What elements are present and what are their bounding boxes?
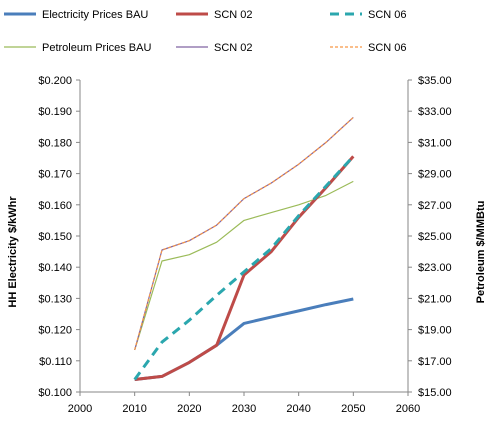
right-tick-label: $25.00 — [418, 231, 452, 243]
legend-label: SCN 02 — [214, 9, 253, 21]
left-tick-label: $0.200 — [38, 75, 72, 87]
right-tick-label: $27.00 — [418, 200, 452, 212]
left-tick-label: $0.180 — [38, 137, 72, 149]
legend-label: Petroleum Prices BAU — [42, 42, 151, 54]
legend-label: SCN 02 — [214, 42, 253, 54]
legend-item: Petroleum Prices BAU — [4, 42, 151, 54]
x-tick-label: 2060 — [396, 403, 420, 415]
legend-item: SCN 06 — [330, 9, 407, 21]
left-tick-label: $0.130 — [38, 293, 72, 305]
legend-item: SCN 02 — [176, 9, 253, 21]
right-tick-label: $31.00 — [418, 137, 452, 149]
legend-label: Electricity Prices BAU — [42, 9, 148, 21]
left-tick-label: $0.170 — [38, 169, 72, 181]
chart-axes: 2000 2010 2020 2030 2040 2050 2060 $0.100 $0.110… — [38, 75, 451, 415]
left-tick-label: $0.110 — [39, 356, 72, 368]
right-tick-label: $21.00 — [418, 293, 452, 305]
left-tick-label: $0.100 — [38, 387, 72, 399]
left-tick-label: $0.140 — [38, 262, 72, 274]
right-tick-label: $17.00 — [418, 356, 452, 368]
right-axis-title: Petroleum $/MMBtu — [475, 201, 487, 304]
series-line-4 — [134, 116, 354, 351]
plot-area — [133, 116, 355, 381]
right-tick-label: $19.00 — [418, 325, 452, 337]
legend-label: SCN 06 — [368, 9, 407, 21]
right-tick-label: $29.00 — [418, 169, 452, 181]
left-tick-label: $0.150 — [38, 231, 72, 243]
series-line-2 — [133, 155, 355, 381]
right-tick-label: $33.00 — [418, 106, 452, 118]
left-tick-label: $0.120 — [38, 325, 72, 337]
right-tick-label: $35.00 — [418, 75, 452, 87]
x-tick-label: 2000 — [68, 403, 92, 415]
left-tick-label: $0.160 — [38, 200, 72, 212]
x-tick-label: 2030 — [232, 403, 256, 415]
x-tick-label: 2010 — [122, 403, 146, 415]
x-tick-label: 2050 — [341, 403, 365, 415]
chart-legend: Electricity Prices BAU SCN 02 SCN 06 Petrol… — [4, 9, 407, 54]
legend-item: SCN 06 — [330, 42, 407, 54]
legend-label: SCN 06 — [368, 42, 407, 54]
x-tick-label: 2040 — [286, 403, 310, 415]
right-tick-label: $23.00 — [418, 262, 452, 274]
x-tick-label: 2020 — [177, 403, 201, 415]
right-tick-label: $15.00 — [418, 387, 452, 399]
legend-item: SCN 02 — [176, 42, 253, 54]
legend-item: Electricity Prices BAU — [4, 9, 148, 21]
series-line-1 — [134, 155, 355, 381]
left-axis-title: HH Electricity $/kWhr — [7, 196, 19, 308]
left-tick-label: $0.190 — [38, 106, 72, 118]
series-line-5 — [134, 116, 354, 351]
